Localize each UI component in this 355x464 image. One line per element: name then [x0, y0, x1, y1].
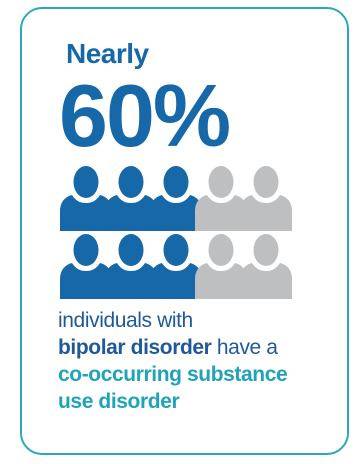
caption-line-3: co-occurring substance: [58, 363, 288, 386]
person-icon-filled: [105, 166, 157, 231]
stat-prefix: Nearly: [66, 38, 149, 69]
caption-line-2-rest: have a: [211, 336, 278, 359]
person-icon-filled: [150, 234, 202, 299]
person-icon-empty: [240, 234, 292, 299]
caption-highlight: bipolar disorder: [58, 336, 212, 359]
caption: individuals with bipolar disorder have a…: [58, 307, 343, 415]
person-icon-filled: [60, 234, 112, 299]
person-icon-filled: [105, 234, 157, 299]
person-icon-empty: [195, 234, 247, 299]
caption-line-2: bipolar disorder have a: [58, 334, 343, 361]
person-icon-empty: [240, 166, 292, 231]
infographic-card: [20, 7, 349, 455]
person-icon-empty: [195, 166, 247, 231]
person-icon-filled: [150, 166, 202, 231]
people-icon-grid: [60, 166, 292, 299]
person-icon-filled: [60, 166, 112, 231]
caption-line-4: use disorder: [58, 390, 180, 413]
stat-value: 60%: [59, 66, 231, 165]
caption-line-1: individuals with: [58, 309, 193, 332]
